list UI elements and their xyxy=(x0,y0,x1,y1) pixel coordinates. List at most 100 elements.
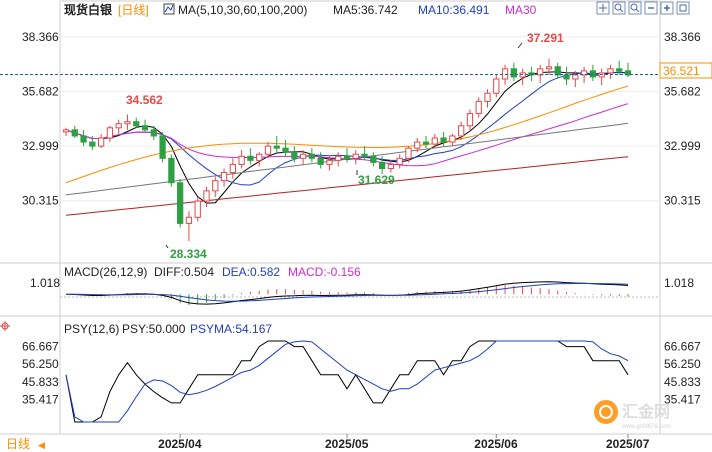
candle-body xyxy=(458,125,465,137)
price-tick-label: 30.315 xyxy=(22,194,59,208)
candle-body xyxy=(282,147,289,153)
time-axis: 2025/04 2025/05 2025/06 2025/07 xyxy=(158,434,650,451)
candle-body xyxy=(194,200,201,218)
psy-tick-label: 45.833 xyxy=(664,375,701,389)
candle-body xyxy=(554,66,561,76)
period-tab-label[interactable]: 日线 xyxy=(6,437,30,451)
candle-body xyxy=(580,70,588,76)
settings-icon[interactable] xyxy=(0,321,10,331)
candle-body xyxy=(124,121,131,125)
psy-tick-label: 56.250 xyxy=(664,357,701,371)
time-tick-label: 2025/06 xyxy=(474,437,518,451)
candle-body xyxy=(62,129,70,133)
candle-body xyxy=(256,153,263,161)
candle-body xyxy=(616,68,623,72)
time-tick-label: 2025/07 xyxy=(606,437,650,451)
macd-axis-label-left: 1.018 xyxy=(30,276,60,290)
candle-body xyxy=(97,137,105,147)
macd-dif: DIFF:0.504 xyxy=(154,265,214,279)
candle-body xyxy=(343,155,351,159)
period-tab[interactable] xyxy=(0,436,60,452)
candle-body xyxy=(414,141,421,149)
candle-body xyxy=(80,135,87,143)
candle-body xyxy=(185,216,193,224)
psy-tick-label: 35.417 xyxy=(664,392,701,406)
candle-body xyxy=(501,68,509,80)
crosshair-icon[interactable] xyxy=(596,1,610,15)
price-tick-label: 38.366 xyxy=(664,30,701,44)
psy-tick-label: 35.417 xyxy=(22,392,59,406)
candle-body xyxy=(422,141,430,145)
candle-body xyxy=(115,123,122,129)
price-tick-label: 30.315 xyxy=(664,194,701,208)
ma200-line xyxy=(65,156,629,216)
add-icon[interactable] xyxy=(660,1,674,15)
period-label: [日线] xyxy=(118,3,149,17)
candle-body xyxy=(273,145,280,149)
candle-body xyxy=(229,163,236,174)
high-annotation-leader xyxy=(517,42,523,49)
candle-body xyxy=(624,70,632,76)
psy-value: PSY:50.000 xyxy=(122,322,186,336)
candle-body xyxy=(352,153,359,159)
candle-body xyxy=(493,78,500,94)
low-annotation-1: 28.334 xyxy=(170,247,207,261)
psy-tick-label: 45.833 xyxy=(22,375,59,389)
candle-body xyxy=(361,153,368,157)
psy-title: PSY(12,6) xyxy=(64,322,119,336)
candle-body xyxy=(466,113,474,127)
candle-body xyxy=(133,121,140,127)
candle-body xyxy=(89,141,96,147)
price-tick-label: 38.366 xyxy=(22,30,59,44)
watermark-logo-icon xyxy=(594,400,618,424)
high-annotation-1: 34.562 xyxy=(126,93,163,107)
watermark: 汇金网 www.gold678.com xyxy=(594,400,671,430)
price-tick-label: 35.682 xyxy=(22,85,59,99)
psyma-value: PSYMA:54.167 xyxy=(190,322,272,336)
candle-body xyxy=(449,135,456,143)
candle-body xyxy=(141,125,149,131)
zoom-in-icon[interactable] xyxy=(612,1,626,15)
ma10-value: MA10:36.491 xyxy=(418,3,490,17)
ma-toggle-box[interactable] xyxy=(163,3,175,15)
candle-body xyxy=(177,182,184,224)
candle-body xyxy=(238,155,245,165)
minus-icon[interactable] xyxy=(644,1,658,15)
time-tick-label: 2025/04 xyxy=(158,437,202,451)
expand-icon[interactable] xyxy=(676,1,690,15)
watermark-url: www.gold678.com xyxy=(621,424,671,430)
candle-body xyxy=(291,151,298,159)
period-tab-arrow-icon[interactable]: ◀ xyxy=(38,440,45,450)
price-tick-label: 35.682 xyxy=(664,85,701,99)
candle-body xyxy=(299,153,307,159)
psyma-line xyxy=(65,340,629,423)
candle-body xyxy=(220,172,228,182)
candle-body xyxy=(308,153,316,159)
candle-body xyxy=(475,100,482,115)
candle-body xyxy=(71,129,78,137)
macd-dea: DEA:0.582 xyxy=(222,265,280,279)
candle-body xyxy=(247,155,254,161)
candle-body xyxy=(106,127,114,139)
candle-body xyxy=(168,157,175,184)
ma5-value: MA5:36.742 xyxy=(333,3,398,17)
low-annotation-2: 31.629 xyxy=(358,173,395,187)
time-tick-label: 2025/05 xyxy=(325,437,369,451)
zoom-out-icon[interactable] xyxy=(628,1,642,15)
candle-body xyxy=(387,163,395,169)
candle-body xyxy=(396,157,403,165)
macd-value: MACD:-0.156 xyxy=(288,265,361,279)
candle-body xyxy=(317,157,324,165)
symbol-title: 现货白银 xyxy=(64,2,113,17)
low-annotation-leader xyxy=(165,244,169,249)
psy-tick-label: 66.667 xyxy=(664,340,701,354)
candle-body xyxy=(545,66,553,70)
candle-body xyxy=(264,145,272,155)
psy-tick-label: 66.667 xyxy=(22,340,59,354)
macd-dea-line xyxy=(65,282,629,302)
candle-body xyxy=(150,129,157,137)
ma30-value: MA30 xyxy=(505,3,537,17)
chart-frame xyxy=(59,0,661,435)
candle-body xyxy=(431,137,438,145)
